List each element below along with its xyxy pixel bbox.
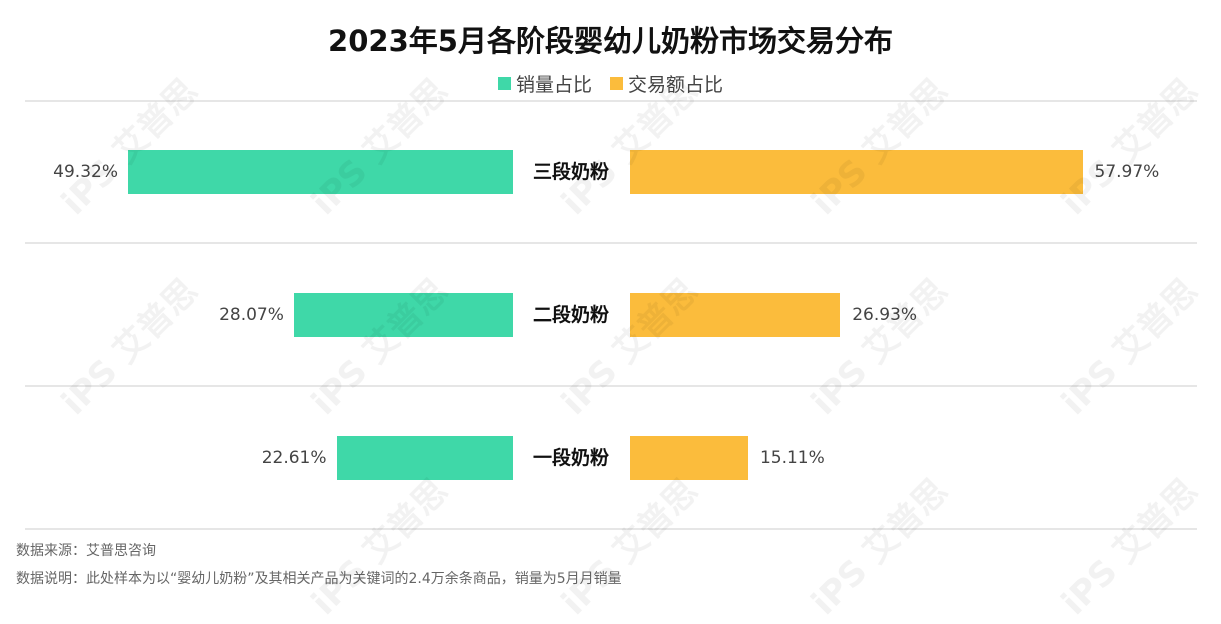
bar-sales-share (336, 436, 513, 480)
watermark: iPS 艾普思 (803, 470, 956, 623)
source-note: 数据来源：艾普思咨询 (16, 543, 156, 559)
data-label-sales-share: 49.32% (53, 162, 118, 182)
data-label-revenue-share: 15.11% (759, 448, 825, 468)
watermark: iPS 艾普思 (553, 470, 706, 623)
watermark: iPS 艾普思 (1053, 270, 1206, 423)
data-description-note: 数据说明：此处样本为以“婴幼儿奶粉”及其相关产品为关键词的2.4万余条商品，销量… (16, 571, 622, 587)
category-label: 二段奶粉 (532, 304, 609, 326)
watermark: iPS 艾普思 (1053, 470, 1206, 623)
gridline (25, 385, 1197, 387)
legend-label-sales: 销量占比 (515, 74, 592, 96)
legend-swatch-sales (497, 77, 511, 90)
chart-title: 2023年5月各阶段婴幼儿奶粉市场交易分布 (328, 24, 893, 58)
legend: 销量占比 交易额占比 (0, 70, 1221, 97)
data-label-sales-share: 28.07% (219, 305, 284, 325)
bar-sales-share (128, 150, 513, 194)
bar-revenue-share (630, 436, 748, 480)
watermark: iPS 艾普思 (303, 270, 456, 423)
bar-revenue-share (630, 150, 1083, 194)
gridline (25, 100, 1197, 102)
category-label: 三段奶粉 (532, 161, 609, 183)
data-label-sales-share: 22.61% (261, 448, 327, 468)
watermark: iPS 艾普思 (553, 270, 706, 423)
legend-item-revenue: 交易额占比 (610, 70, 723, 97)
bar-revenue-share (630, 293, 841, 337)
watermark: iPS 艾普思 (803, 270, 956, 423)
legend-label-revenue: 交易额占比 (628, 74, 724, 96)
category-label: 一段奶粉 (532, 447, 609, 469)
gridline (25, 242, 1197, 244)
legend-item-sales: 销量占比 (497, 70, 592, 97)
legend-swatch-revenue (610, 77, 624, 90)
bar-sales-share (293, 293, 513, 337)
watermark: iPS 艾普思 (303, 470, 456, 623)
data-label-revenue-share: 57.97% (1094, 162, 1160, 182)
watermark: iPS 艾普思 (53, 270, 206, 423)
gridline (25, 528, 1197, 530)
data-label-revenue-share: 26.93% (852, 305, 918, 325)
